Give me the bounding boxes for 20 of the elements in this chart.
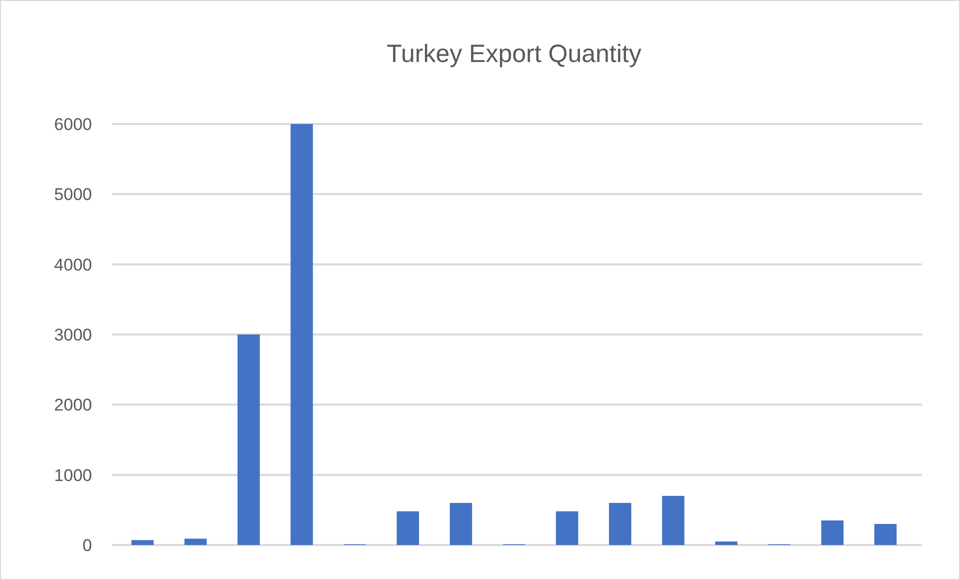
bar [290,124,313,545]
y-tick-label: 1000 [54,466,92,485]
y-tick-label: 5000 [54,185,92,204]
bar [662,496,684,545]
bar [821,520,844,545]
y-tick-label: 4000 [54,255,92,274]
y-tick-label: 6000 [54,114,92,134]
y-tick-label: 0 [82,536,92,555]
bar [184,538,207,545]
bar [874,524,897,545]
chart-title: Turkey Export Quantity [386,40,642,68]
y-tick-label: 2000 [54,396,92,415]
y-tick-label: 3000 [54,325,92,344]
bar [556,511,578,545]
bar [396,511,420,545]
bar [715,541,738,545]
bar [131,540,154,545]
bar [450,502,472,545]
bar [608,502,632,545]
bar [238,334,260,545]
